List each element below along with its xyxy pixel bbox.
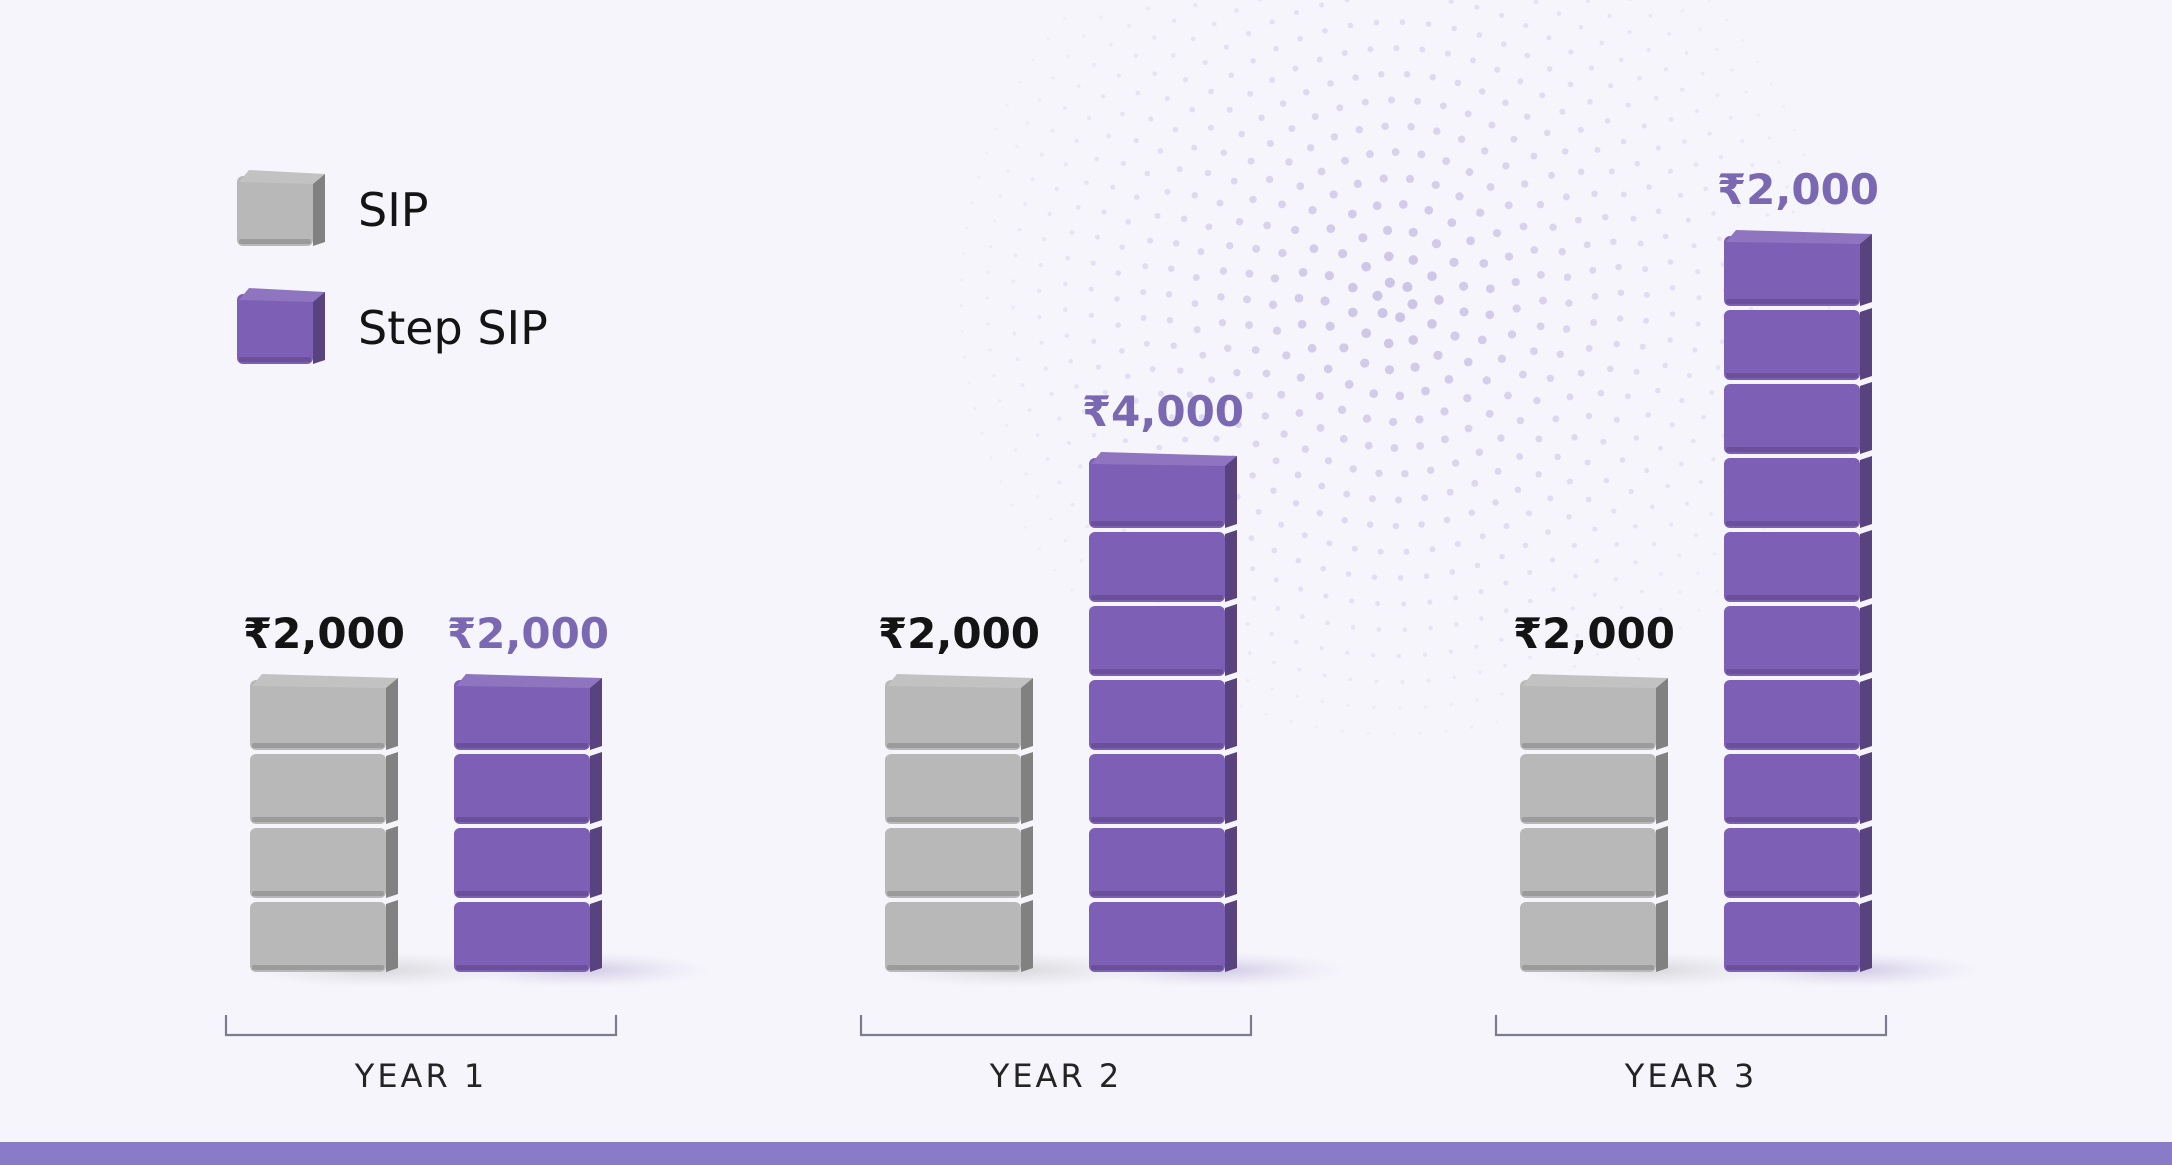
bar-cube [885, 678, 1033, 750]
legend-label-step-sip: Step SIP [358, 301, 548, 355]
bar-sip-year-1 [250, 674, 398, 972]
bar-cube [1520, 900, 1668, 972]
bar-cube [1724, 678, 1872, 750]
bar-cube [1089, 456, 1237, 528]
bar-group-year-3: ₹2,000 ₹2,000 [1513, 165, 1982, 988]
axis-bracket-year-2 [859, 1015, 1253, 1037]
bottom-accent-bar [0, 1142, 2172, 1165]
bar-cube [454, 900, 602, 972]
axis-bracket-year-1 [224, 1015, 618, 1037]
bar-group-year-2: ₹2,000 ₹4,000 [878, 387, 1347, 988]
bar-cube [1724, 382, 1872, 454]
bar-cube [1724, 752, 1872, 824]
bar-cube [885, 900, 1033, 972]
bar-cube [250, 678, 398, 750]
data-label-sip-year-2: ₹2,000 [878, 609, 1040, 658]
axis-bracket-year-3 [1494, 1015, 1888, 1037]
bar-cube [1724, 234, 1872, 306]
x-tick-label-year-1: YEAR 1 [354, 1057, 487, 1095]
data-label-sip-year-1: ₹2,000 [243, 609, 405, 658]
bar-sip-year-3 [1520, 674, 1668, 972]
bar-cube [1724, 308, 1872, 380]
bar-cube [1089, 678, 1237, 750]
data-label-step-sip-year-1: ₹2,000 [447, 609, 609, 658]
bar-cube [454, 752, 602, 824]
bar-cube [454, 826, 602, 898]
bar-sip-year-2 [885, 674, 1033, 972]
bar-cube [1724, 456, 1872, 528]
bar-cube [250, 752, 398, 824]
data-label-step-sip-year-2: ₹4,000 [1082, 387, 1244, 436]
bar-cube [1724, 900, 1872, 972]
bar-step-sip-year-3 [1724, 230, 1872, 972]
bar-cube [1520, 678, 1668, 750]
bar-cube [1724, 530, 1872, 602]
bar-groups: ₹2,000 ₹2,000 ₹2,000 ₹4,000 ₹2,000 ₹2,000 [243, 165, 1982, 988]
legend-label-sip: SIP [358, 183, 429, 237]
data-label-step-sip-year-3: ₹2,000 [1717, 165, 1879, 214]
x-axis: YEAR 1 YEAR 2 YEAR 3 [224, 1015, 1888, 1095]
bar-cube [1724, 826, 1872, 898]
bar-cube [250, 900, 398, 972]
bar-cube [885, 826, 1033, 898]
bar-step-sip-year-2 [1089, 452, 1237, 972]
dot-pattern-decoration [959, 0, 1831, 736]
bar-cube [1089, 752, 1237, 824]
bar-cube [1089, 900, 1237, 972]
bar-cube [454, 678, 602, 750]
bar-group-year-1: ₹2,000 ₹2,000 [243, 609, 712, 988]
x-tick-label-year-2: YEAR 2 [989, 1057, 1122, 1095]
x-tick-label-year-3: YEAR 3 [1624, 1057, 1757, 1095]
bar-cube [1089, 530, 1237, 602]
data-label-sip-year-3: ₹2,000 [1513, 609, 1675, 658]
bar-step-sip-year-1 [454, 674, 602, 972]
legend-cube-sip [237, 174, 325, 246]
bar-cube [1724, 604, 1872, 676]
bar-cube [885, 752, 1033, 824]
bar-cube [1089, 604, 1237, 676]
bar-cube [250, 826, 398, 898]
legend-swatch-sip [237, 170, 325, 246]
legend-cube-step-sip [237, 292, 325, 364]
bar-cube [1089, 826, 1237, 898]
bar-cube [1520, 826, 1668, 898]
bar-cube [1520, 752, 1668, 824]
legend: SIP Step SIP [237, 170, 548, 364]
legend-swatch-step-sip [237, 288, 325, 364]
